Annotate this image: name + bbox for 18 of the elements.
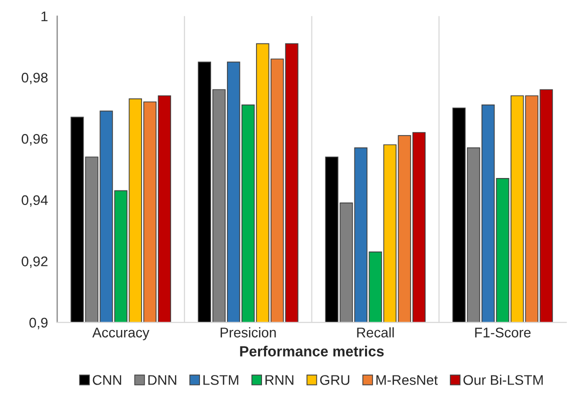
y-tick-label: 0,98 [22, 72, 48, 84]
legend-label: GRU [320, 375, 350, 385]
x-tick-label: Recall [357, 327, 394, 338]
legend-label: Our Bi-LSTM [463, 374, 543, 385]
y-tick-label: 0,92 [22, 256, 48, 268]
legend-label: RNN [266, 375, 294, 385]
legend-label: DNN [148, 375, 176, 385]
x-tick-label: Presicion [220, 327, 276, 338]
y-tick-label: 0,96 [22, 134, 48, 146]
legend-label: LSTM [203, 375, 238, 385]
legend-label: M-ResNet [376, 375, 438, 385]
x-tick-label: Accuracy [92, 328, 150, 340]
x-axis-title: Performance metrics [240, 346, 384, 356]
y-tick-label: 1 [42, 12, 48, 22]
y-tick-label: 0,94 [22, 195, 48, 207]
legend-label: CNN [92, 375, 122, 385]
y-tick-label: 0,9 [29, 318, 48, 330]
x-tick-label: F1-Score [475, 328, 531, 338]
